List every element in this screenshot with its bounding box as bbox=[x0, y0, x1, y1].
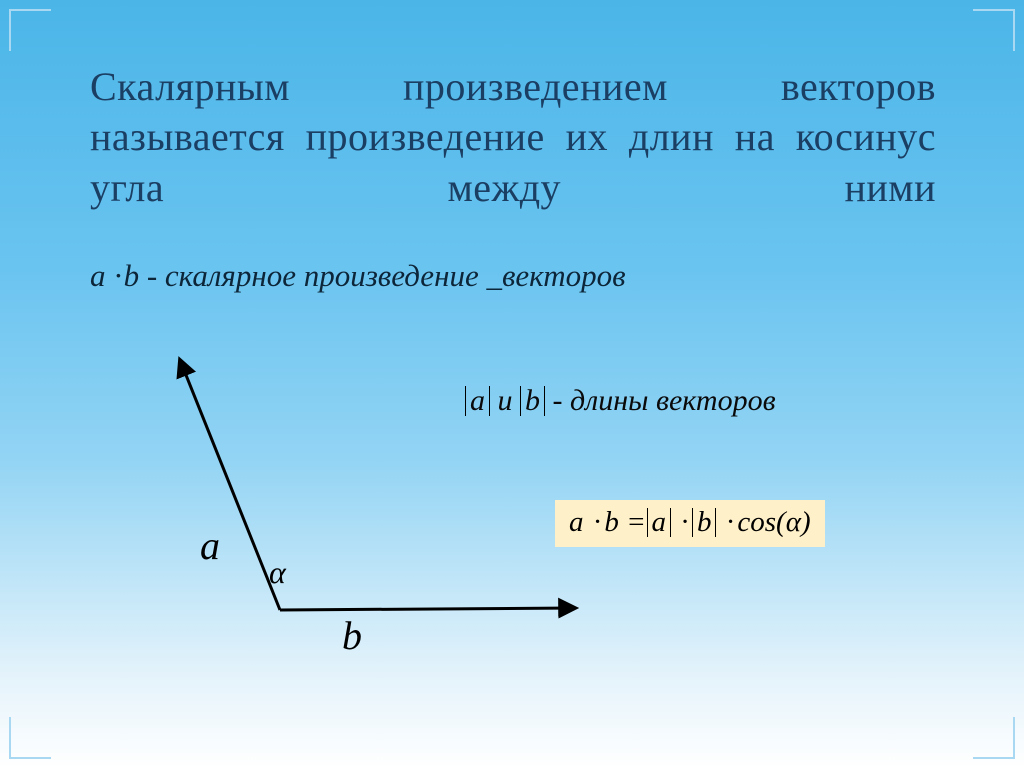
dot-operator: · bbox=[113, 258, 123, 293]
formula-box: a ·b =a ·b ·cos(α) bbox=[555, 500, 825, 547]
corner-notch bbox=[9, 9, 51, 11]
corner-notch bbox=[973, 757, 1015, 759]
dot-operator: · bbox=[671, 506, 692, 538]
magnitude-b: b bbox=[692, 508, 717, 537]
cos-func: cos( bbox=[737, 506, 785, 538]
definition-line: a ·b - скалярное произведение _векторов bbox=[90, 258, 626, 294]
vector-a-label: a bbox=[200, 522, 220, 569]
corner-notch bbox=[1013, 717, 1015, 759]
vector-diagram: a α b bbox=[130, 350, 590, 680]
formula-b: b bbox=[604, 506, 619, 538]
angle-alpha-label: α bbox=[269, 554, 286, 591]
magnitude-a: a bbox=[647, 508, 672, 537]
var-a: a bbox=[90, 258, 106, 293]
corner-notch bbox=[9, 717, 11, 759]
vector-b-line bbox=[280, 608, 575, 610]
slide-title: Скалярным произведением векторов называе… bbox=[90, 62, 936, 213]
lengths-text: длины векторов bbox=[570, 384, 776, 417]
dot-operator: · bbox=[716, 506, 737, 538]
corner-notch bbox=[973, 9, 1015, 11]
vector-b-label: b bbox=[342, 612, 362, 659]
vector-a-line bbox=[180, 360, 280, 610]
dash: - bbox=[147, 258, 165, 293]
var-b: b bbox=[124, 258, 140, 293]
corner-notch bbox=[9, 9, 11, 51]
equals-operator: = bbox=[619, 506, 647, 538]
close-paren: ) bbox=[801, 506, 811, 538]
corner-notch bbox=[1013, 9, 1015, 51]
alpha-var: α bbox=[786, 506, 801, 538]
corner-notch bbox=[9, 757, 51, 759]
slide: Скалярным произведением векторов называе… bbox=[0, 0, 1024, 768]
definition-text: скалярное произведение _векторов bbox=[165, 258, 626, 293]
